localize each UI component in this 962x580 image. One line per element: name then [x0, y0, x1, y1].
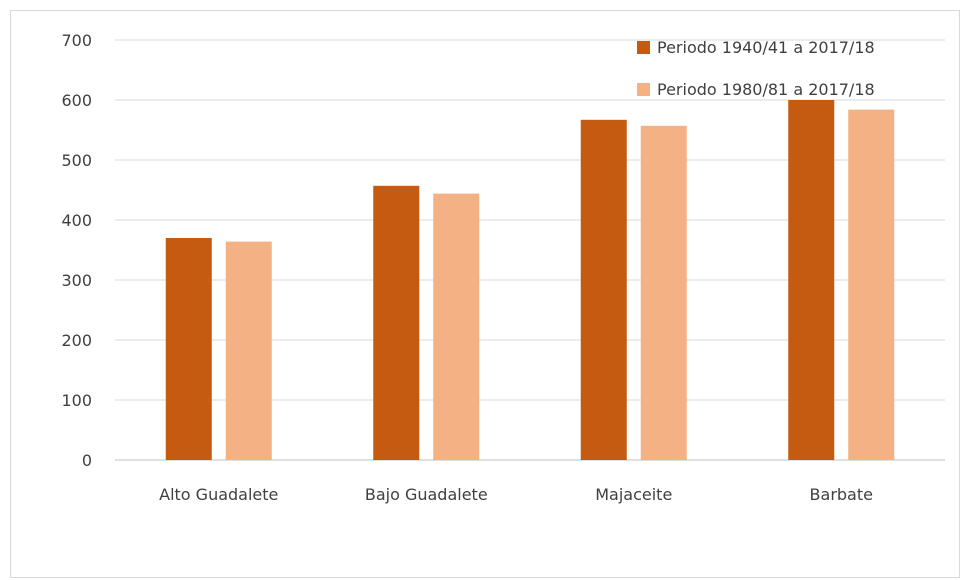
bar-series-2: [225, 241, 272, 460]
bar-series-1: [788, 100, 835, 460]
y-tick-label: 0: [82, 451, 92, 470]
x-tick-label: Barbate: [810, 485, 873, 504]
x-tick-label: Bajo Guadalete: [365, 485, 488, 504]
bar-series-2: [433, 193, 480, 460]
legend-swatch: [637, 83, 650, 96]
legend-label: Periodo 1980/81 a 2017/18: [657, 80, 875, 99]
y-tick-label: 100: [61, 391, 92, 410]
x-tick-label: Alto Guadalete: [159, 485, 278, 504]
bar-series-2: [848, 109, 895, 460]
bar-series-1: [373, 185, 420, 461]
bar-series-1: [580, 119, 627, 461]
y-tick-label: 200: [61, 331, 92, 350]
x-tick-label: Majaceite: [595, 485, 672, 504]
bars: [165, 100, 895, 461]
legend-label: Periodo 1940/41 a 2017/18: [657, 38, 875, 57]
y-tick-label: 600: [61, 91, 92, 110]
bar-series-1: [165, 238, 212, 460]
axes: 0 100 200 300 400 500 600 700 Alto Guadalete Bajo…: [61, 31, 873, 504]
y-tick-label: 500: [61, 151, 92, 170]
y-tick-label: 700: [61, 31, 92, 50]
y-tick-label: 400: [61, 211, 92, 230]
legend: Periodo 1940/41 a 2017/18 Periodo 1980/81…: [637, 38, 875, 99]
y-tick-label: 300: [61, 271, 92, 290]
bar-series-2: [640, 125, 687, 461]
legend-swatch: [637, 41, 650, 54]
